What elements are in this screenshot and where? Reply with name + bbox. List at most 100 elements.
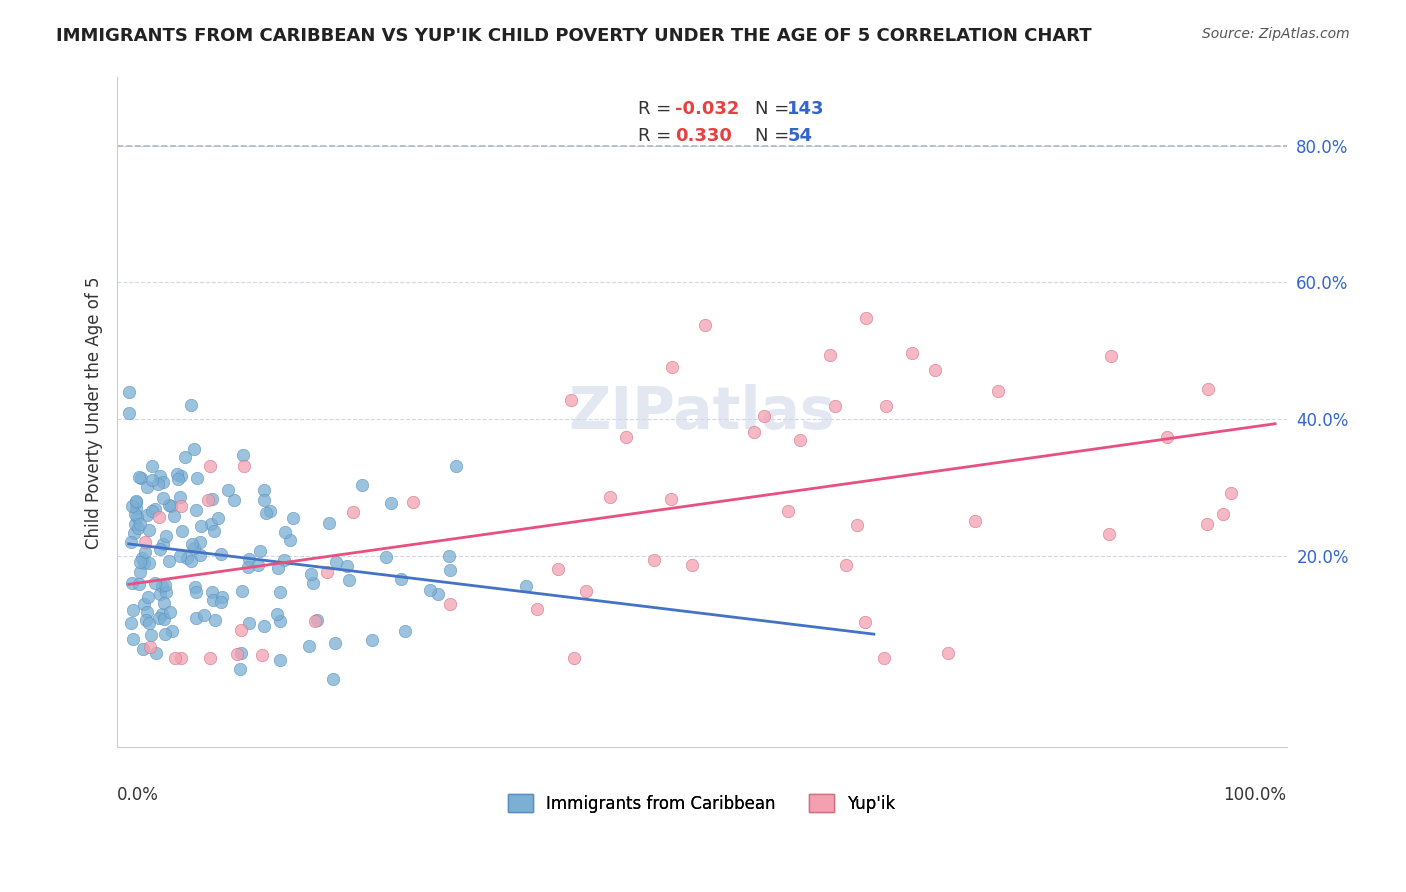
Point <box>167 472 190 486</box>
Point <box>138 523 160 537</box>
Point <box>233 459 256 474</box>
Point <box>125 494 148 508</box>
Point <box>197 493 219 508</box>
Point <box>249 544 271 558</box>
Point <box>124 517 146 532</box>
Point <box>169 499 191 513</box>
Point <box>426 587 449 601</box>
Point <box>128 469 150 483</box>
Point <box>166 467 188 481</box>
Point <box>173 450 195 465</box>
Point <box>231 646 253 660</box>
Point <box>599 490 621 504</box>
Point <box>124 508 146 522</box>
Point <box>336 558 359 573</box>
Point <box>614 430 637 444</box>
Text: Source: ZipAtlas.com: Source: ZipAtlas.com <box>1202 27 1350 41</box>
Point <box>138 615 160 630</box>
Point <box>152 612 174 626</box>
Point <box>439 597 461 611</box>
Point <box>159 499 181 513</box>
Point <box>139 628 162 642</box>
Point <box>146 477 169 491</box>
Point <box>148 510 170 524</box>
Point <box>574 584 596 599</box>
Point <box>121 500 143 514</box>
Text: 100.0%: 100.0% <box>1223 786 1286 805</box>
Point <box>754 409 776 423</box>
Point <box>661 491 683 506</box>
Point <box>963 514 986 528</box>
Point <box>209 548 232 562</box>
Point <box>246 558 269 572</box>
Point <box>127 510 149 524</box>
Point <box>695 318 717 333</box>
Point <box>153 627 176 641</box>
Point <box>201 593 224 607</box>
Point <box>1212 507 1234 521</box>
Point <box>302 575 325 590</box>
Point <box>325 555 347 569</box>
Point <box>229 624 252 638</box>
Point <box>1099 349 1122 363</box>
Point <box>169 549 191 563</box>
Point <box>269 615 291 629</box>
Point <box>180 398 202 412</box>
Point <box>661 359 683 374</box>
Point <box>157 498 180 512</box>
Point <box>153 596 176 610</box>
Point <box>254 506 277 520</box>
Point <box>986 384 1008 398</box>
Point <box>273 553 295 567</box>
Point <box>253 619 276 633</box>
Point <box>229 662 252 676</box>
Point <box>157 554 180 568</box>
Point <box>184 580 207 594</box>
Point <box>298 639 321 653</box>
Point <box>211 595 233 609</box>
Point <box>232 448 254 462</box>
Point <box>170 651 193 665</box>
Point <box>853 615 876 629</box>
Point <box>211 590 233 604</box>
Point <box>778 504 800 518</box>
Point <box>305 613 328 627</box>
Point <box>526 602 548 616</box>
Point <box>165 651 187 665</box>
Point <box>207 511 229 525</box>
Point <box>224 492 246 507</box>
Point <box>281 511 304 525</box>
Point <box>231 584 253 599</box>
Point <box>127 521 149 535</box>
Point <box>1098 527 1121 541</box>
Point <box>125 500 148 515</box>
Text: N =: N = <box>755 100 794 119</box>
Point <box>155 529 177 543</box>
Point <box>250 648 273 662</box>
Point <box>160 624 183 638</box>
Point <box>304 614 326 628</box>
Point <box>184 611 207 625</box>
Point <box>200 516 222 531</box>
Point <box>149 587 172 601</box>
Point <box>681 558 703 572</box>
Point <box>204 524 226 538</box>
Point <box>936 646 959 660</box>
Point <box>134 597 156 611</box>
Point <box>141 473 163 487</box>
Point <box>125 495 148 509</box>
Point <box>374 550 396 565</box>
Point <box>845 517 868 532</box>
Point <box>201 584 224 599</box>
Point <box>129 471 152 485</box>
Text: N =: N = <box>755 127 794 145</box>
Text: -0.032: -0.032 <box>675 100 740 119</box>
Point <box>176 551 198 566</box>
Point <box>163 508 186 523</box>
Point <box>141 458 163 473</box>
Point <box>122 603 145 617</box>
Point <box>143 576 166 591</box>
Point <box>1219 486 1241 500</box>
Point <box>183 442 205 456</box>
Point <box>437 549 460 563</box>
